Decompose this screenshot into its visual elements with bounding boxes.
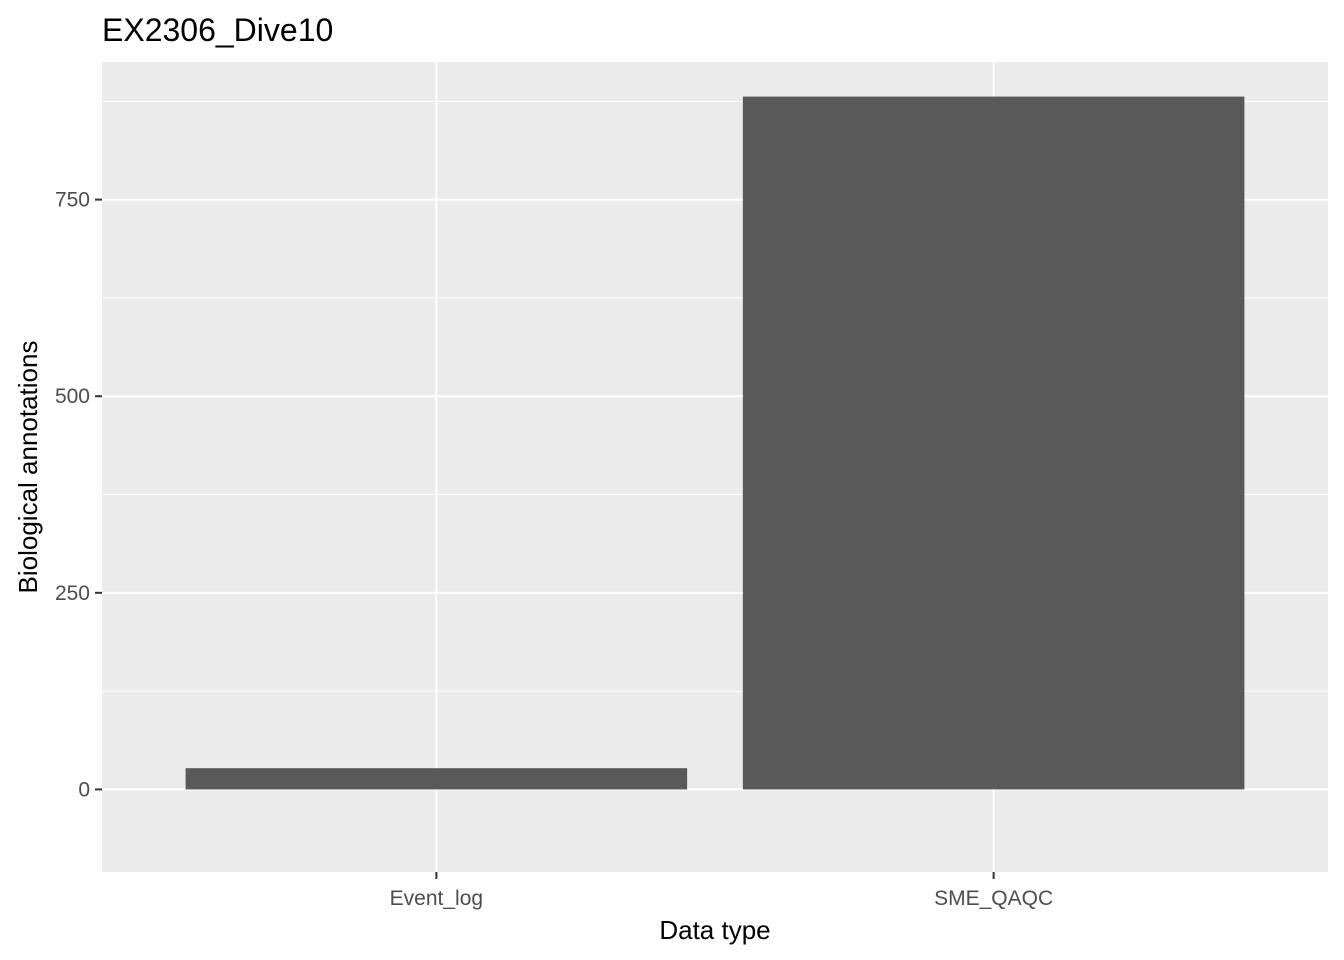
y-tick-label: 750 [55,189,90,212]
bar-sme-qaqc [742,96,1245,790]
y-axis-title: Biological annotations [13,341,43,594]
x-axis: Event_log SME_QAQC [390,872,1053,910]
bar-event-log [185,768,688,790]
bars [185,96,1245,790]
x-axis-title: Data type [659,915,770,945]
x-tick-label: SME_QAQC [934,887,1053,910]
y-tick-label: 250 [55,582,90,605]
y-tick-label: 0 [78,778,90,801]
y-tick-label: 500 [55,385,90,408]
y-axis: 0 250 500 750 [55,189,102,801]
chart-title: EX2306_Dive10 [102,12,333,48]
x-tick-label: Event_log [390,887,483,910]
